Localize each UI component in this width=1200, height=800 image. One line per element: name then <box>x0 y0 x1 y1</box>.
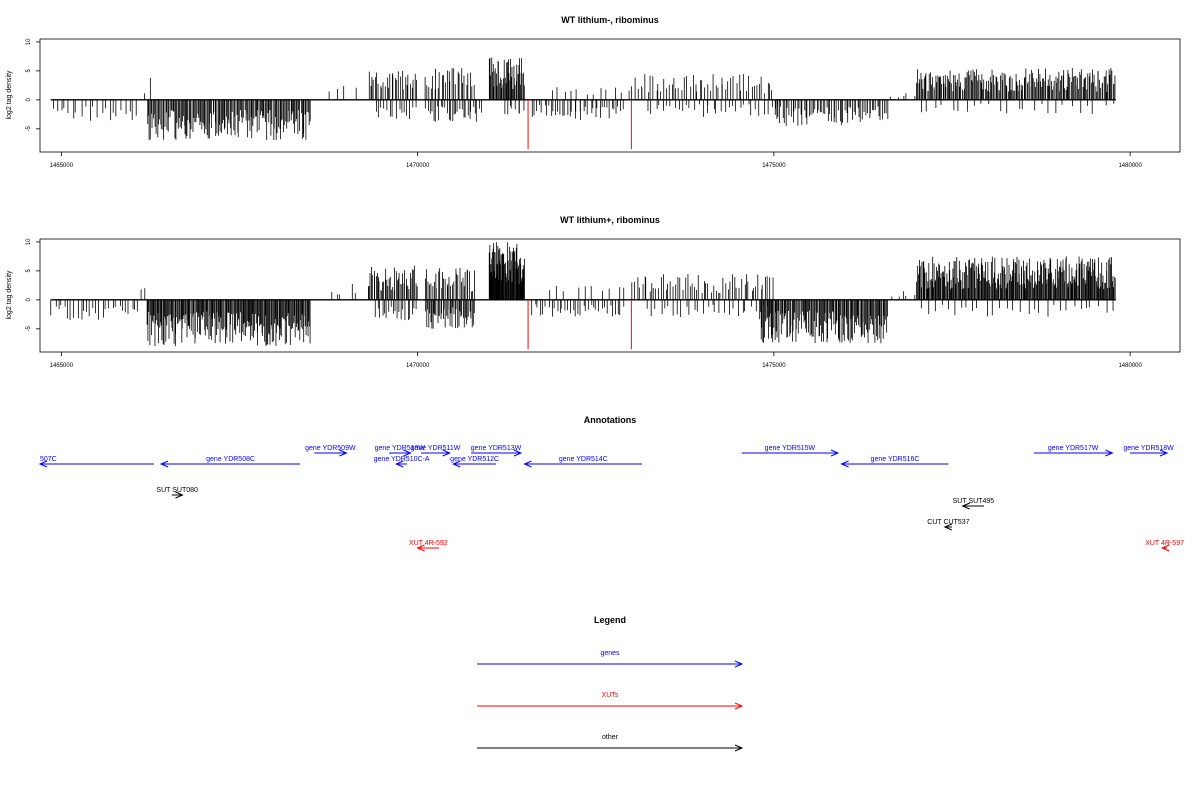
x-tick-label: 1475000 <box>762 163 786 169</box>
legend-arrow <box>734 744 744 752</box>
y-tick-label: 5 <box>26 69 32 73</box>
annotation-feature[interactable]: gene YDR513W <box>471 445 523 457</box>
annotation-feature[interactable]: SUT SUT080 <box>156 487 198 499</box>
annotation-feature[interactable]: SUT SUT495 <box>953 498 995 510</box>
y-tick-label: 5 <box>26 269 32 273</box>
direction-arrow <box>442 449 451 457</box>
feature-label: SUT SUT495 <box>953 498 995 505</box>
plot-frame <box>39 38 1181 153</box>
feature-label: gene YDR515W <box>765 445 816 452</box>
track-panel-lithium-plus: WT lithium+, ribominus log2 tag density … <box>6 215 1181 369</box>
annotations-panel: Annotations 507C gene YDR508C gene YDR509W… <box>38 415 1184 552</box>
annotation-feature[interactable]: 507C <box>38 456 154 468</box>
plot-frame <box>39 238 1181 353</box>
feature-label: SUT SUT080 <box>156 487 198 494</box>
direction-arrow <box>339 449 348 457</box>
y-tick-label: 10 <box>26 238 32 245</box>
annotation-feature[interactable]: gene YDR517W <box>1033 445 1114 457</box>
feature-label: gene YDR517W <box>1048 445 1099 452</box>
annotations-title: Annotations <box>584 415 637 425</box>
direction-arrow <box>403 449 412 457</box>
x-tick-label: 1470000 <box>406 363 430 369</box>
legend-arrow <box>734 660 744 668</box>
feature-label: gene YDR510W <box>375 445 426 452</box>
annotation-feature[interactable]: XUT 4R-592 <box>409 540 448 552</box>
feature-label: gene YDR510C-A <box>374 456 430 463</box>
annotation-feature[interactable]: gene YDR518W <box>1123 445 1174 457</box>
direction-arrow <box>38 460 48 468</box>
direction-arrow <box>1160 544 1170 552</box>
feature-label: gene YDR508C <box>206 456 255 463</box>
legend-item: genes <box>477 650 744 668</box>
direction-arrow <box>1105 449 1114 457</box>
x-tick-label: 1465000 <box>50 363 74 369</box>
axes: -5 0 5 10 1465000 1470000 1475000 1480000 <box>26 238 1142 369</box>
legend-panel: Legend genes XUTs other <box>477 615 744 752</box>
legend-title: Legend <box>594 615 626 625</box>
direction-arrow <box>830 449 840 457</box>
track-title: WT lithium-, ribominus <box>561 15 659 25</box>
x-tick-label: 1480000 <box>1118 363 1142 369</box>
legend-item: XUTs <box>477 692 744 710</box>
y-axis-label: log2 tag density <box>6 270 13 320</box>
annotation-feature[interactable]: gene YDR511W <box>410 445 461 457</box>
signal-bars <box>50 242 1116 350</box>
legend-label: genes <box>600 650 620 657</box>
direction-arrow <box>394 460 404 468</box>
feature-label: XUT 4R-592 <box>409 540 448 547</box>
legend-items: genes XUTs other <box>477 650 744 752</box>
legend-item: other <box>477 734 744 752</box>
direction-arrow <box>961 502 970 510</box>
annotation-feature[interactable]: gene YDR508C <box>159 456 301 468</box>
direction-arrow <box>1159 449 1169 457</box>
y-tick-label: 0 <box>26 98 32 102</box>
x-tick-label: 1475000 <box>762 363 786 369</box>
annotation-feature[interactable]: gene YDR510W <box>375 445 426 457</box>
direction-arrow <box>451 460 461 468</box>
annotation-features: 507C gene YDR508C gene YDR509W gene YDR510W… <box>38 445 1184 552</box>
feature-label: gene YDR513W <box>471 445 522 452</box>
direction-arrow <box>943 523 953 531</box>
feature-label: gene YDR514C <box>559 456 608 463</box>
direction-arrow <box>175 491 184 499</box>
legend-arrow <box>734 702 744 710</box>
direction-arrow <box>840 460 849 468</box>
annotation-feature[interactable]: gene YDR510C-A <box>374 456 430 468</box>
track-panel-lithium-minus: WT lithium-, ribominus log2 tag density … <box>6 15 1181 169</box>
axes: -5 0 5 10 1465000 1470000 1475000 1480000 <box>26 38 1142 169</box>
direction-arrow <box>513 449 523 457</box>
y-tick-label: 10 <box>26 38 32 45</box>
feature-label: XUT 4R-597 <box>1145 540 1184 547</box>
feature-label: CUT CUT537 <box>927 519 969 526</box>
feature-label: gene YDR509W <box>305 445 356 452</box>
legend-label: XUTs <box>602 692 619 699</box>
x-tick-label: 1480000 <box>1118 163 1142 169</box>
feature-label: gene YDR518W <box>1123 445 1174 452</box>
legend-label: other <box>602 734 619 741</box>
y-tick-label: -5 <box>26 325 32 331</box>
feature-label: gene YDR511W <box>410 445 460 452</box>
y-tick-label: -5 <box>26 125 32 131</box>
annotation-feature[interactable]: gene YDR515W <box>741 445 840 457</box>
annotation-feature[interactable]: gene YDR509W <box>305 445 356 457</box>
direction-arrow <box>523 460 532 468</box>
feature-label: 507C <box>40 456 57 463</box>
x-tick-label: 1465000 <box>50 163 74 169</box>
signal-bars <box>50 57 1116 150</box>
direction-arrow <box>416 544 425 552</box>
annotation-feature[interactable]: gene YDR516C <box>840 456 949 468</box>
annotation-feature[interactable]: gene YDR514C <box>523 456 643 468</box>
y-tick-label: 0 <box>26 298 32 302</box>
annotation-feature[interactable]: CUT CUT537 <box>927 519 970 531</box>
feature-label: gene YDR512C <box>450 456 499 463</box>
annotation-feature[interactable]: XUT 4R-597 <box>1145 540 1184 552</box>
track-title: WT lithium+, ribominus <box>560 215 660 225</box>
annotation-feature[interactable]: gene YDR512C <box>450 456 499 468</box>
x-tick-label: 1470000 <box>406 163 430 169</box>
direction-arrow <box>159 460 169 468</box>
feature-label: gene YDR516C <box>871 456 920 463</box>
y-axis-label: log2 tag density <box>6 70 13 120</box>
